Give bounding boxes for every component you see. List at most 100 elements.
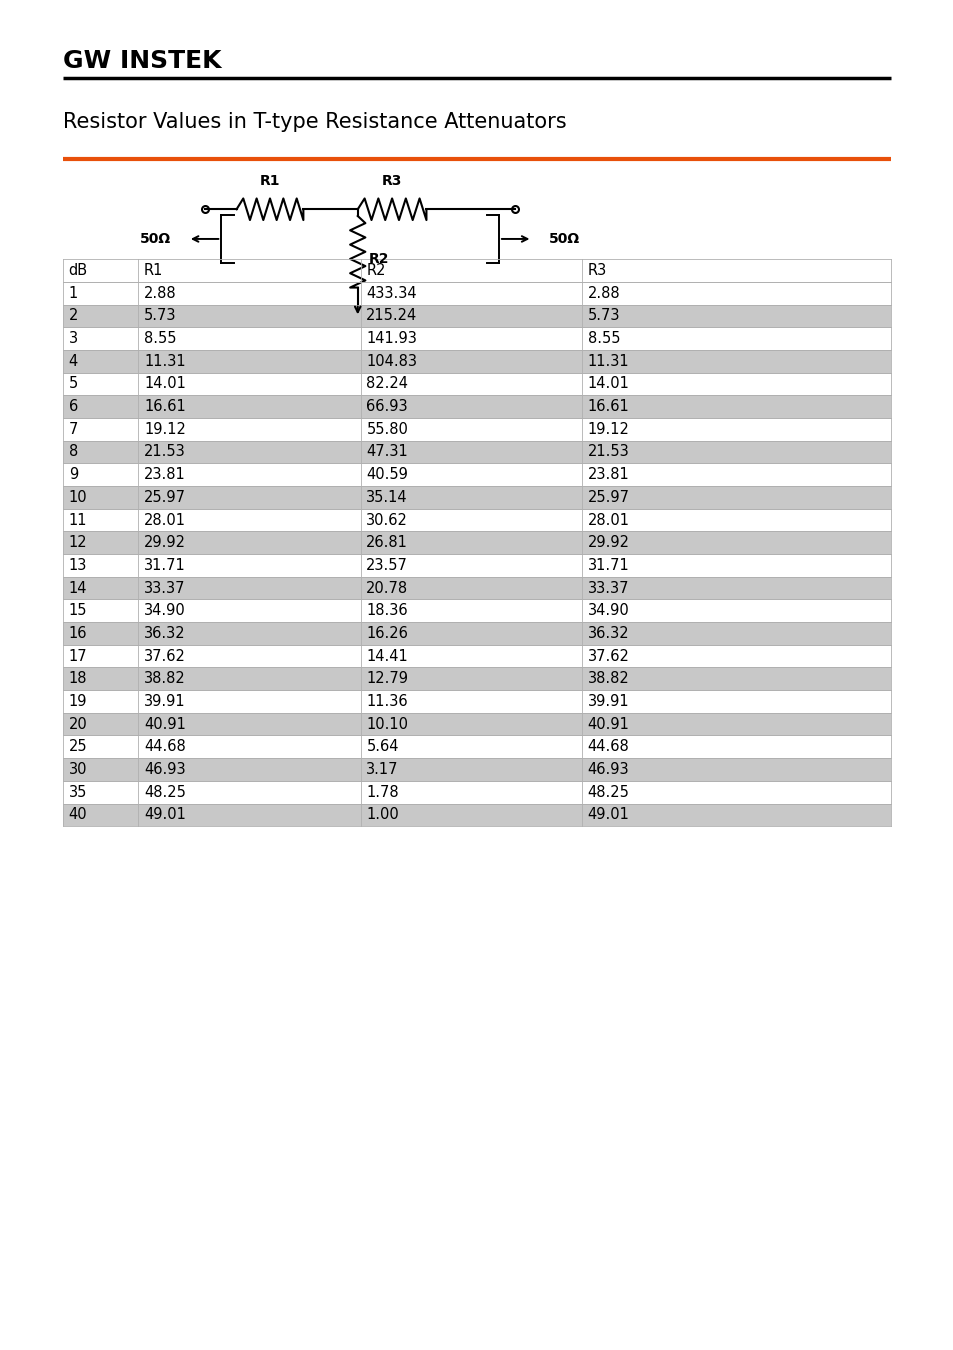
- Text: 31.71: 31.71: [144, 558, 186, 572]
- Text: 49.01: 49.01: [144, 807, 186, 822]
- Bar: [63, 305, 890, 327]
- Text: 10: 10: [69, 490, 88, 505]
- Text: 35: 35: [69, 784, 87, 799]
- Text: 36.32: 36.32: [144, 626, 186, 641]
- Text: 104.83: 104.83: [366, 354, 416, 369]
- Text: 19: 19: [69, 694, 87, 709]
- Bar: [63, 532, 890, 553]
- Bar: [63, 803, 890, 826]
- Text: 39.91: 39.91: [144, 694, 186, 709]
- Text: 40.91: 40.91: [144, 717, 186, 732]
- Bar: [63, 463, 890, 486]
- Text: 5.64: 5.64: [366, 740, 398, 755]
- Text: 37.62: 37.62: [587, 648, 629, 664]
- Text: 40.91: 40.91: [587, 717, 629, 732]
- Text: 1.78: 1.78: [366, 784, 398, 799]
- Text: 48.25: 48.25: [144, 784, 186, 799]
- Bar: [63, 350, 890, 373]
- Text: 34.90: 34.90: [587, 603, 629, 618]
- Text: 50Ω: 50Ω: [140, 232, 171, 246]
- Text: 25.97: 25.97: [144, 490, 186, 505]
- Bar: [63, 396, 890, 418]
- Text: 34.90: 34.90: [144, 603, 186, 618]
- Text: 12.79: 12.79: [366, 671, 408, 686]
- Text: 20: 20: [69, 717, 88, 732]
- Text: 8.55: 8.55: [587, 331, 619, 346]
- Text: 40: 40: [69, 807, 88, 822]
- Text: R1: R1: [259, 174, 280, 188]
- Text: 14: 14: [69, 580, 87, 595]
- Text: 17: 17: [69, 648, 88, 664]
- Text: 8.55: 8.55: [144, 331, 176, 346]
- Text: 8: 8: [69, 444, 78, 459]
- Text: 4: 4: [69, 354, 78, 369]
- Text: 35.14: 35.14: [366, 490, 408, 505]
- Bar: [63, 440, 890, 463]
- Text: 18.36: 18.36: [366, 603, 408, 618]
- Text: 141.93: 141.93: [366, 331, 416, 346]
- Text: Resistor Values in T-type Resistance Attenuators: Resistor Values in T-type Resistance Att…: [63, 112, 566, 131]
- Text: 82.24: 82.24: [366, 377, 408, 392]
- Text: 13: 13: [69, 558, 87, 572]
- Text: 28.01: 28.01: [587, 513, 629, 528]
- Text: 2: 2: [69, 308, 78, 324]
- Text: 25: 25: [69, 740, 88, 755]
- Text: 2.88: 2.88: [587, 286, 619, 301]
- Text: R3: R3: [381, 174, 402, 188]
- Text: R2: R2: [366, 263, 385, 278]
- Text: 6: 6: [69, 400, 78, 414]
- Text: 33.37: 33.37: [587, 580, 629, 595]
- Text: 16.61: 16.61: [587, 400, 629, 414]
- Text: 21.53: 21.53: [144, 444, 186, 459]
- Bar: [63, 282, 890, 305]
- Bar: [63, 576, 890, 599]
- Text: 46.93: 46.93: [144, 761, 186, 778]
- Text: dB: dB: [69, 263, 88, 278]
- Text: 1: 1: [69, 286, 78, 301]
- Text: 16.61: 16.61: [144, 400, 186, 414]
- Text: GW INSTEK: GW INSTEK: [63, 49, 221, 73]
- Text: 23.57: 23.57: [366, 558, 408, 572]
- Bar: [63, 418, 890, 440]
- Text: 46.93: 46.93: [587, 761, 629, 778]
- Text: 36.32: 36.32: [587, 626, 629, 641]
- Text: 14.01: 14.01: [587, 377, 629, 392]
- Bar: [63, 486, 890, 509]
- Bar: [63, 373, 890, 396]
- Text: 19.12: 19.12: [144, 421, 186, 437]
- Text: 5.73: 5.73: [144, 308, 176, 324]
- Text: 38.82: 38.82: [587, 671, 629, 686]
- Text: 5.73: 5.73: [587, 308, 619, 324]
- Text: 18: 18: [69, 671, 87, 686]
- Bar: [63, 622, 890, 645]
- Text: 2.88: 2.88: [144, 286, 176, 301]
- Text: 31.71: 31.71: [587, 558, 629, 572]
- Text: R1: R1: [144, 263, 163, 278]
- Bar: [63, 554, 890, 576]
- Bar: [63, 259, 890, 282]
- Text: 23.81: 23.81: [144, 467, 186, 482]
- Text: 26.81: 26.81: [366, 535, 408, 551]
- Text: 48.25: 48.25: [587, 784, 629, 799]
- Bar: [63, 690, 890, 713]
- Bar: [63, 509, 890, 532]
- Text: 55.80: 55.80: [366, 421, 408, 437]
- Text: 11.36: 11.36: [366, 694, 408, 709]
- Text: 7: 7: [69, 421, 78, 437]
- Text: 49.01: 49.01: [587, 807, 629, 822]
- Bar: [63, 645, 890, 667]
- Text: 30: 30: [69, 761, 87, 778]
- Text: 16: 16: [69, 626, 87, 641]
- Text: 15: 15: [69, 603, 87, 618]
- Bar: [63, 713, 890, 736]
- Text: 38.82: 38.82: [144, 671, 186, 686]
- Text: 44.68: 44.68: [587, 740, 629, 755]
- Text: 16.26: 16.26: [366, 626, 408, 641]
- Text: 30.62: 30.62: [366, 513, 408, 528]
- Text: 29.92: 29.92: [144, 535, 186, 551]
- Bar: [63, 759, 890, 780]
- Bar: [63, 599, 890, 622]
- Text: 14.01: 14.01: [144, 377, 186, 392]
- Text: 10.10: 10.10: [366, 717, 408, 732]
- Text: 50Ω: 50Ω: [549, 232, 579, 246]
